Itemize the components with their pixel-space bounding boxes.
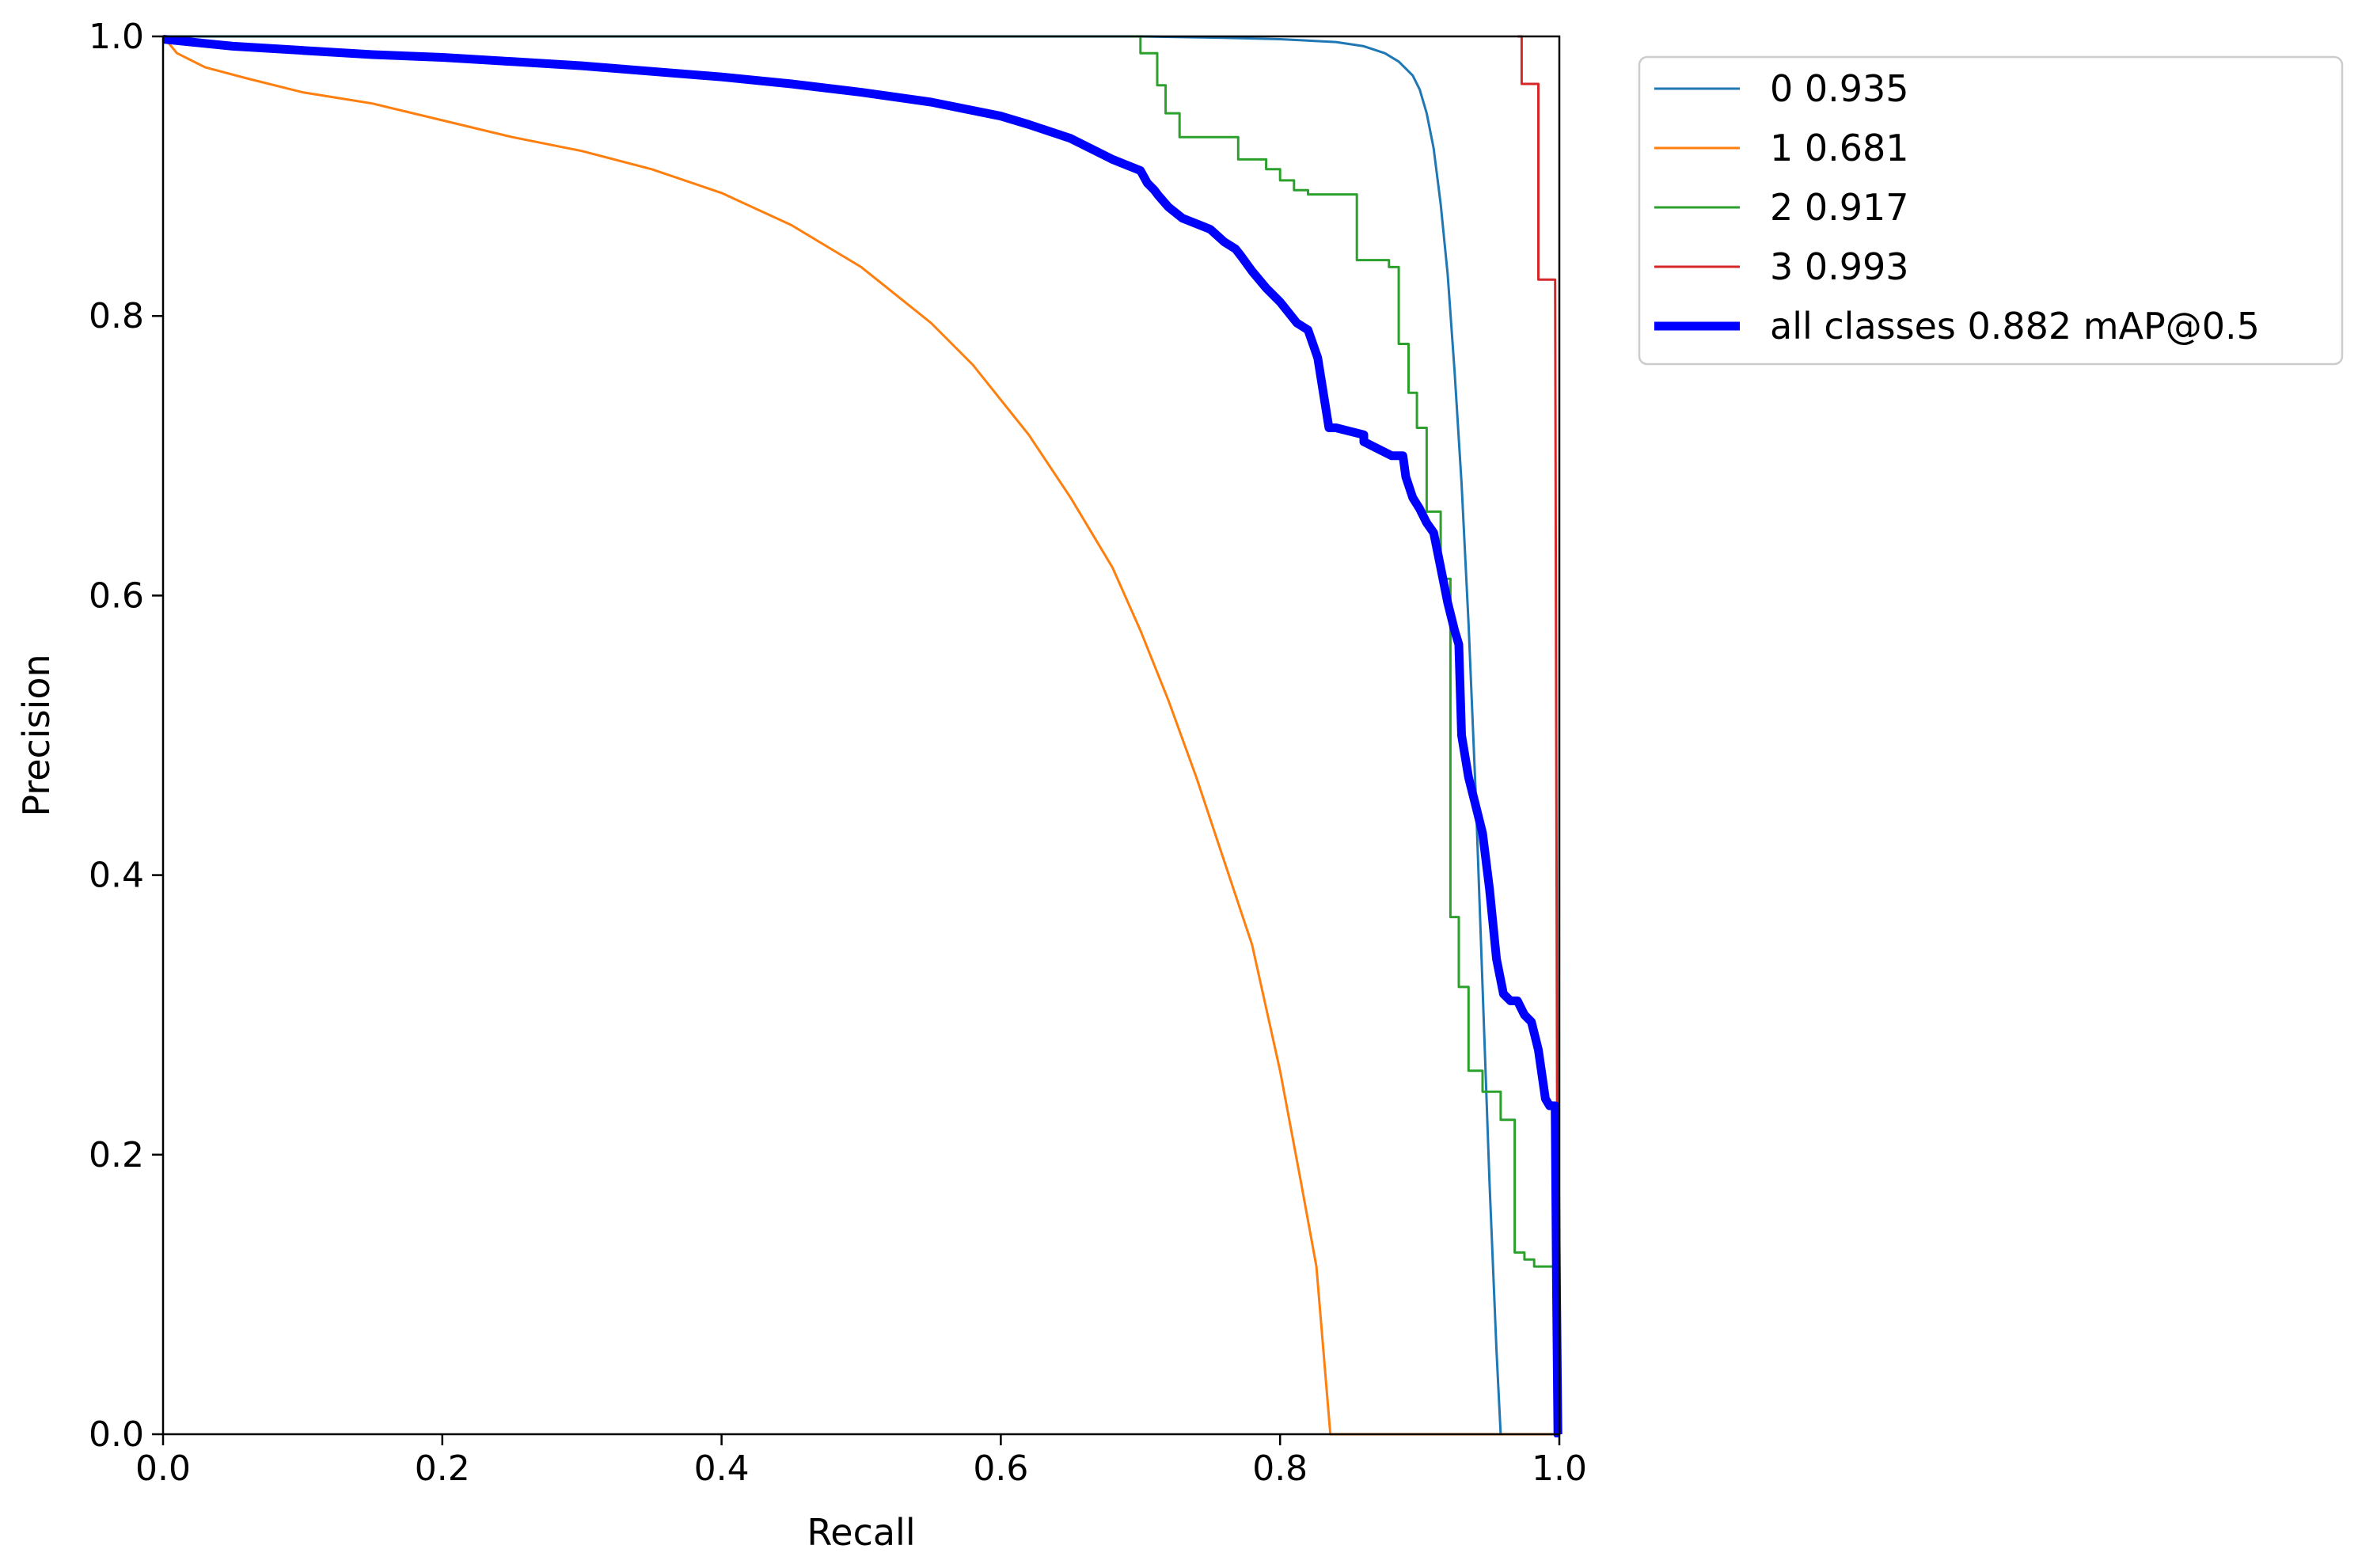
x-axis-label: Recall <box>807 1511 915 1554</box>
y-tick-label: 0.2 <box>89 1135 144 1175</box>
y-tick-label: 0.6 <box>89 575 144 616</box>
legend-label-4: all classes 0.882 mAP@0.5 <box>1770 305 2260 347</box>
legend: 0 0.935 1 0.681 2 0.917 3 0.993 all classes … <box>1638 55 2344 366</box>
series-line-1 <box>161 36 1559 1436</box>
legend-label-2: 2 0.917 <box>1770 186 1909 229</box>
x-tick-label: 1.0 <box>1532 1448 1587 1489</box>
series-line-0 <box>163 35 1559 1436</box>
series-line-4 <box>162 35 1563 1437</box>
legend-label-1: 1 0.681 <box>1770 127 1909 169</box>
legend-label-3: 3 0.993 <box>1770 245 1909 288</box>
series-line-2 <box>1130 35 1557 1434</box>
legend-items: 0 0.935 1 0.681 2 0.917 3 0.993 all classes … <box>1654 67 2260 347</box>
x-tick-label: 0.2 <box>415 1448 470 1489</box>
y-axis-label: Precision <box>15 654 58 816</box>
legend-label-0: 0 0.935 <box>1770 67 1909 110</box>
y-axis-ticks: 0.0 0.2 0.4 0.6 0.8 1.0 <box>89 17 163 1455</box>
x-tick-label: 0.0 <box>135 1448 191 1489</box>
y-tick-label: 1.0 <box>89 17 144 57</box>
plot-area-frame <box>161 35 1561 1436</box>
x-axis-ticks: 0.0 0.2 0.4 0.6 0.8 1.0 <box>135 1434 1587 1489</box>
legend-box <box>1638 55 2344 366</box>
y-tick-label: 0.8 <box>89 296 144 336</box>
y-tick-label: 0.4 <box>89 856 144 896</box>
x-tick-label: 0.6 <box>973 1448 1028 1489</box>
y-tick-label: 0.0 <box>89 1414 144 1455</box>
x-tick-label: 0.8 <box>1252 1448 1308 1489</box>
x-tick-label: 0.4 <box>694 1448 750 1489</box>
